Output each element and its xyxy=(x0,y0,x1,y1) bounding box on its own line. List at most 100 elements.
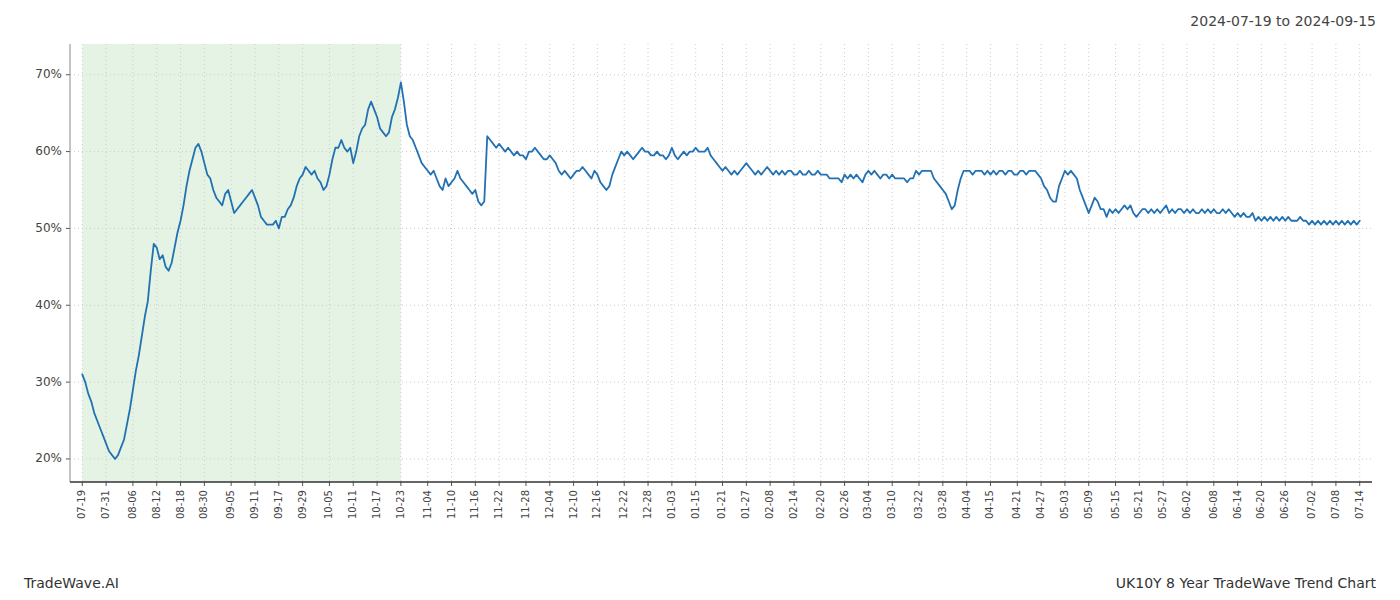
x-tick-label: 05-15 xyxy=(1110,490,1121,519)
x-grid-line xyxy=(82,44,83,482)
x-grid-line xyxy=(254,44,255,482)
y-tick xyxy=(66,458,70,459)
x-grid-line xyxy=(400,44,401,482)
x-tick-label: 05-09 xyxy=(1083,490,1094,519)
x-grid-line xyxy=(302,44,303,482)
x-tick-label: 01-21 xyxy=(716,490,727,519)
x-grid-line xyxy=(1312,44,1313,482)
x-tick-label: 02-08 xyxy=(764,490,775,519)
y-tick-label: 70% xyxy=(35,67,62,81)
x-grid-line xyxy=(1187,44,1188,482)
x-grid-line xyxy=(695,44,696,482)
x-tick-label: 02-20 xyxy=(815,490,826,519)
x-grid-line xyxy=(231,44,232,482)
x-grid-line xyxy=(573,44,574,482)
x-tick-label: 02-26 xyxy=(839,490,850,519)
x-grid-line xyxy=(1237,44,1238,482)
y-grid-line xyxy=(70,74,1372,75)
x-grid-line xyxy=(671,44,672,482)
x-grid-line xyxy=(353,44,354,482)
x-grid-line xyxy=(1041,44,1042,482)
chart: 20%30%40%50%60%70%07-1907-3108-0608-1208… xyxy=(0,0,1400,600)
x-tick-label: 04-27 xyxy=(1035,490,1046,519)
x-grid-line xyxy=(549,44,550,482)
x-grid-line xyxy=(892,44,893,482)
x-tick-label: 05-27 xyxy=(1157,490,1168,519)
x-grid-line xyxy=(180,44,181,482)
x-grid-line xyxy=(648,44,649,482)
x-axis-line xyxy=(70,481,1372,483)
x-grid-line xyxy=(1064,44,1065,482)
x-grid-line xyxy=(329,44,330,482)
y-tick-label: 30% xyxy=(35,375,62,389)
x-tick-label: 03-10 xyxy=(886,490,897,519)
x-grid-line xyxy=(820,44,821,482)
x-tick-label: 04-21 xyxy=(1011,490,1022,519)
x-tick-label: 11-04 xyxy=(422,490,433,519)
y-tick xyxy=(66,151,70,152)
x-tick-label: 08-30 xyxy=(198,490,209,519)
x-tick-label: 01-15 xyxy=(690,490,701,519)
y-grid-line xyxy=(70,151,1372,152)
x-tick-label: 09-17 xyxy=(273,490,284,519)
x-grid-line xyxy=(525,44,526,482)
y-tick-label: 60% xyxy=(35,144,62,158)
y-tick-label: 20% xyxy=(35,451,62,465)
x-grid-line xyxy=(1359,44,1360,482)
footer-annotation: TradeWave.AI xyxy=(23,575,119,591)
x-tick-label: 06-08 xyxy=(1208,490,1219,519)
x-tick-label: 10-23 xyxy=(395,490,406,519)
x-grid-line xyxy=(1115,44,1116,482)
x-tick-label: 04-15 xyxy=(984,490,995,519)
x-grid-line xyxy=(624,44,625,482)
x-tick-label: 11-22 xyxy=(493,490,504,519)
title: 2024-07-19 to 2024-09-15 xyxy=(1190,13,1376,29)
x-tick-label: 11-10 xyxy=(446,490,457,519)
x-grid-line xyxy=(451,44,452,482)
x-grid-line xyxy=(942,44,943,482)
x-tick-label: 12-28 xyxy=(642,490,653,519)
x-tick-label: 09-11 xyxy=(249,490,260,519)
x-tick-label: 09-29 xyxy=(297,490,308,519)
x-grid-line xyxy=(499,44,500,482)
x-grid-line xyxy=(1017,44,1018,482)
x-tick-label: 03-28 xyxy=(937,490,948,519)
x-tick-label: 11-28 xyxy=(520,490,531,519)
x-tick-label: 01-27 xyxy=(740,490,751,519)
x-grid-line xyxy=(1261,44,1262,482)
x-grid-line xyxy=(770,44,771,482)
y-axis-line xyxy=(70,44,71,482)
x-tick-label: 08-12 xyxy=(151,490,162,519)
x-grid-line xyxy=(156,44,157,482)
x-tick-label: 01-03 xyxy=(666,490,677,519)
x-tick-label: 10-17 xyxy=(371,490,382,519)
x-tick-label: 08-18 xyxy=(175,490,186,519)
x-tick-label: 06-26 xyxy=(1279,490,1290,519)
x-grid-line xyxy=(868,44,869,482)
x-grid-line xyxy=(1335,44,1336,482)
x-tick-label: 02-14 xyxy=(788,490,799,519)
y-grid-line xyxy=(70,305,1372,306)
footer-annotation: UK10Y 8 Year TradeWave Trend Chart xyxy=(1116,575,1377,591)
x-tick-label: 05-21 xyxy=(1133,490,1144,519)
y-tick-label: 40% xyxy=(35,298,62,312)
y-tick xyxy=(66,305,70,306)
x-tick-label: 10-05 xyxy=(323,490,334,519)
x-tick-label: 12-16 xyxy=(591,490,602,519)
x-grid-line xyxy=(278,44,279,482)
y-tick xyxy=(66,74,70,75)
x-tick-label: 12-22 xyxy=(618,490,629,519)
x-grid-line xyxy=(1213,44,1214,482)
x-tick-label: 07-14 xyxy=(1354,490,1365,519)
x-tick-label: 07-31 xyxy=(100,490,111,519)
x-tick-label: 06-02 xyxy=(1181,490,1192,519)
y-grid-line xyxy=(70,458,1372,459)
y-tick-label: 50% xyxy=(35,221,62,235)
shaded-range xyxy=(82,44,401,482)
x-grid-line xyxy=(204,44,205,482)
x-tick-label: 07-08 xyxy=(1330,490,1341,519)
x-tick-label: 06-14 xyxy=(1232,490,1243,519)
y-tick xyxy=(66,228,70,229)
x-grid-line xyxy=(990,44,991,482)
x-tick-label: 09-05 xyxy=(225,490,236,519)
